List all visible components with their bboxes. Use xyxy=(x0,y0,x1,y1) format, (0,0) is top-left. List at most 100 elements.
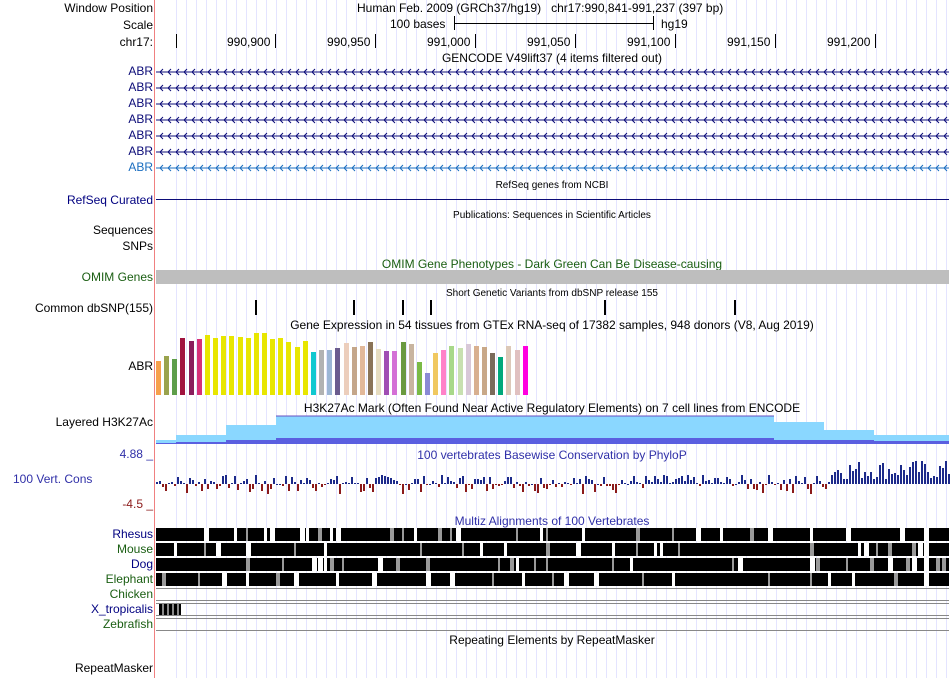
gtex-tissue-bar[interactable] xyxy=(229,336,235,395)
gtex-tissue-bar[interactable] xyxy=(286,342,292,395)
snp-variant[interactable] xyxy=(734,300,736,315)
gtex-tissue-bar[interactable] xyxy=(180,338,186,395)
gtex-tissue-bar[interactable] xyxy=(213,338,219,395)
omim-track-label[interactable]: OMIM Genes xyxy=(81,270,153,284)
gtex-tissue-bar[interactable] xyxy=(237,337,243,395)
gtex-tissue-bar[interactable] xyxy=(196,339,202,395)
gtex-tissue-bar[interactable] xyxy=(278,338,284,395)
gtex-tissue-bar[interactable] xyxy=(392,351,398,395)
phylop-score-bar xyxy=(480,480,482,484)
gencode-gene-label[interactable]: ABR xyxy=(128,144,153,158)
phylop-track-label[interactable]: 100 Vert. Cons xyxy=(13,472,93,486)
h3k27ac-track-label[interactable]: Layered H3K27Ac xyxy=(55,415,153,429)
gencode-gene-label[interactable]: ABR xyxy=(128,128,153,142)
gtex-tissue-bar[interactable] xyxy=(261,333,267,395)
omim-gene-bar[interactable] xyxy=(156,270,949,284)
gtex-tissue-bar[interactable] xyxy=(319,350,324,395)
gtex-tissue-bar[interactable] xyxy=(172,359,178,395)
multiz-species-label[interactable]: Elephant xyxy=(105,572,153,586)
multiz-alignment-row[interactable] xyxy=(156,588,949,601)
gtex-tissue-bar[interactable] xyxy=(221,336,227,395)
gencode-gene-label[interactable]: ABR xyxy=(128,112,153,126)
gencode-gene-label[interactable]: ABR xyxy=(128,64,153,78)
gtex-tissue-bar[interactable] xyxy=(164,356,170,395)
publications-label-snps[interactable]: SNPs xyxy=(122,239,153,253)
snp-variant[interactable] xyxy=(604,300,606,315)
multiz-alignment-row[interactable] xyxy=(156,603,949,616)
multiz-alignment-row[interactable] xyxy=(156,558,949,571)
gtex-tissue-bar[interactable] xyxy=(302,341,308,395)
gtex-tissue-bar[interactable] xyxy=(408,344,414,395)
multiz-alignment-row[interactable] xyxy=(156,573,949,586)
gtex-tissue-bar[interactable] xyxy=(441,350,447,395)
gtex-tissue-bar[interactable] xyxy=(416,362,422,395)
alignment-gap xyxy=(462,543,464,556)
snp-variant[interactable] xyxy=(353,300,355,315)
phylop-score-bar xyxy=(780,484,782,490)
refseq-gene-line[interactable] xyxy=(156,199,949,200)
gtex-tissue-bar[interactable] xyxy=(522,346,528,395)
alignment-gap xyxy=(324,543,327,556)
gencode-gene-label[interactable]: ABR xyxy=(128,80,153,94)
gtex-tissue-bar[interactable] xyxy=(498,357,504,395)
multiz-species-label[interactable]: Mouse xyxy=(116,542,153,556)
gtex-tissue-bar[interactable] xyxy=(424,373,430,395)
gtex-tissue-bar[interactable] xyxy=(335,348,341,395)
publications-label-sequences[interactable]: Sequences xyxy=(92,223,153,237)
gencode-gene-model[interactable] xyxy=(156,163,949,173)
multiz-alignment-row[interactable] xyxy=(156,528,949,541)
gtex-tissue-bar[interactable] xyxy=(245,338,251,395)
gtex-tissue-bar[interactable] xyxy=(327,350,333,395)
gtex-tissue-bar[interactable] xyxy=(188,341,194,395)
snp-variant[interactable] xyxy=(402,300,404,315)
gtex-tissue-bar[interactable] xyxy=(294,347,300,395)
gtex-tissue-bar[interactable] xyxy=(400,342,406,395)
gtex-tissue-bar[interactable] xyxy=(514,350,520,395)
gencode-gene-model[interactable] xyxy=(156,67,949,77)
gtex-tissue-bar[interactable] xyxy=(367,342,373,395)
multiz-species-label[interactable]: Dog xyxy=(130,557,153,571)
gtex-tissue-bar[interactable] xyxy=(204,335,210,395)
gencode-gene-label[interactable]: ABR xyxy=(128,96,153,110)
gtex-tissue-bar[interactable] xyxy=(482,347,487,395)
gtex-tissue-bar[interactable] xyxy=(359,346,365,395)
gencode-gene-model[interactable] xyxy=(156,83,949,93)
gtex-tissue-bar[interactable] xyxy=(310,352,316,395)
gtex-tissue-bar[interactable] xyxy=(343,343,349,395)
gencode-gene-model[interactable] xyxy=(156,99,949,109)
gtex-tissue-bar[interactable] xyxy=(490,353,496,395)
gtex-tissue-bar[interactable] xyxy=(253,333,259,395)
gtex-tissue-bar[interactable] xyxy=(506,346,512,395)
gtex-track-label[interactable]: ABR xyxy=(128,359,153,373)
gtex-tissue-bar[interactable] xyxy=(376,349,382,395)
multiz-alignment-row[interactable] xyxy=(156,618,949,631)
gtex-tissue-bar[interactable] xyxy=(351,347,357,395)
multiz-species-label[interactable]: Chicken xyxy=(109,587,153,601)
refseq-track-label[interactable]: RefSeq Curated xyxy=(66,193,153,207)
multiz-species-label[interactable]: X_tropicalis xyxy=(90,602,153,616)
dbsnp-track-label[interactable]: Common dbSNP(155) xyxy=(34,301,153,315)
gtex-tissue-bar[interactable] xyxy=(270,339,276,395)
gtex-tissue-bar[interactable] xyxy=(433,353,439,395)
gencode-gene-model[interactable] xyxy=(156,131,949,141)
multiz-species-label[interactable]: Rhesus xyxy=(112,527,153,541)
position-text[interactable]: chr17:990,841-991,237 (397 bp) xyxy=(551,1,724,15)
snp-variant[interactable] xyxy=(255,300,257,315)
gencode-gene-model[interactable] xyxy=(156,115,949,125)
repeatmasker-track-label[interactable]: RepeatMasker xyxy=(74,661,153,675)
gtex-tissue-bar[interactable] xyxy=(473,346,479,395)
snp-variant[interactable] xyxy=(430,300,432,315)
gencode-gene-model[interactable] xyxy=(156,147,949,157)
gtex-tissue-bar[interactable] xyxy=(465,344,471,395)
gtex-tissue-bar[interactable] xyxy=(384,351,390,395)
gtex-tissue-bar[interactable] xyxy=(156,361,161,395)
multiz-alignment-row[interactable] xyxy=(156,543,949,556)
alignment-gap xyxy=(450,528,452,541)
gtex-tissue-bar[interactable] xyxy=(457,348,463,395)
h3k27ac-signal[interactable] xyxy=(156,413,949,444)
alignment-gap xyxy=(900,528,905,541)
phylop-score-bar xyxy=(660,482,662,484)
gtex-tissue-bar[interactable] xyxy=(449,346,455,395)
gencode-gene-label[interactable]: ABR xyxy=(128,160,153,174)
multiz-species-label[interactable]: Zebrafish xyxy=(102,617,153,631)
